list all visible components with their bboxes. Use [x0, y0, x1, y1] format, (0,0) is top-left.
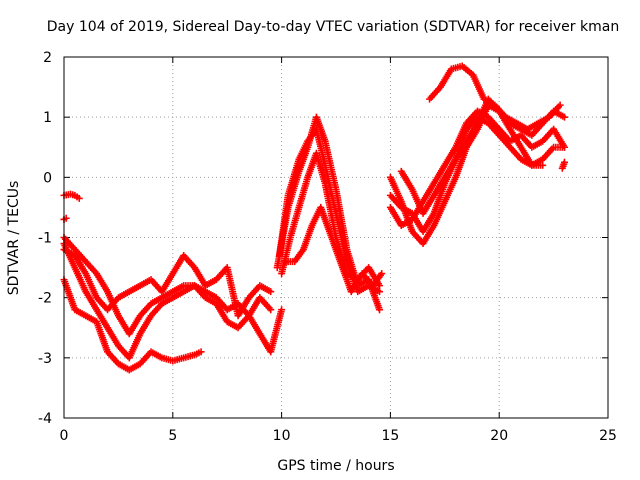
x-tick-labels: 0 5 10 15 20 25	[60, 428, 617, 444]
data-point	[75, 194, 83, 202]
series-trace-16	[558, 158, 568, 172]
y-tick-label: 1	[43, 110, 52, 126]
y-tick-label: -3	[38, 351, 52, 367]
data-point	[376, 288, 384, 296]
x-tick-label: 5	[168, 428, 177, 444]
data-point	[267, 288, 275, 296]
data-point	[376, 282, 384, 290]
x-tick-label: 20	[490, 428, 508, 444]
y-tick-label: 0	[43, 170, 52, 186]
series-trace-14	[426, 62, 564, 133]
data-point	[378, 270, 386, 278]
series-trace-4	[60, 246, 275, 320]
x-axis-label: GPS time / hours	[277, 458, 394, 474]
x-tick-label: 25	[599, 428, 617, 444]
data-point	[376, 306, 384, 314]
y-tick-label: -2	[38, 291, 52, 307]
data-point	[556, 101, 564, 109]
data-point	[197, 348, 205, 356]
data-point	[539, 161, 547, 169]
data-point	[560, 143, 568, 151]
y-tick-labels: -4 -3 -2 -1 0 1 2	[38, 50, 52, 427]
series-trace-10	[282, 203, 386, 296]
y-tick-label: -4	[38, 411, 52, 427]
series-trace-6	[60, 214, 70, 223]
y-tick-label: -1	[38, 231, 52, 247]
series-trace-15	[397, 95, 547, 217]
data-point	[267, 306, 275, 314]
series-trace-1	[60, 276, 205, 374]
x-tick-label: 10	[273, 428, 291, 444]
data-points	[60, 62, 568, 374]
plot-frame	[63, 56, 609, 419]
x-tick-label: 15	[381, 428, 399, 444]
series-trace-5	[60, 190, 83, 202]
chart-title: Day 104 of 2019, Sidereal Day-to-day VTE…	[47, 19, 619, 35]
y-tick-label: 2	[43, 50, 52, 66]
series-trace-3	[60, 240, 275, 362]
x-tick-label: 0	[60, 428, 69, 444]
data-point	[560, 113, 568, 121]
data-point	[560, 158, 568, 166]
y-axis-label: SDTVAR / TECUs	[6, 181, 22, 296]
data-point	[278, 306, 286, 314]
